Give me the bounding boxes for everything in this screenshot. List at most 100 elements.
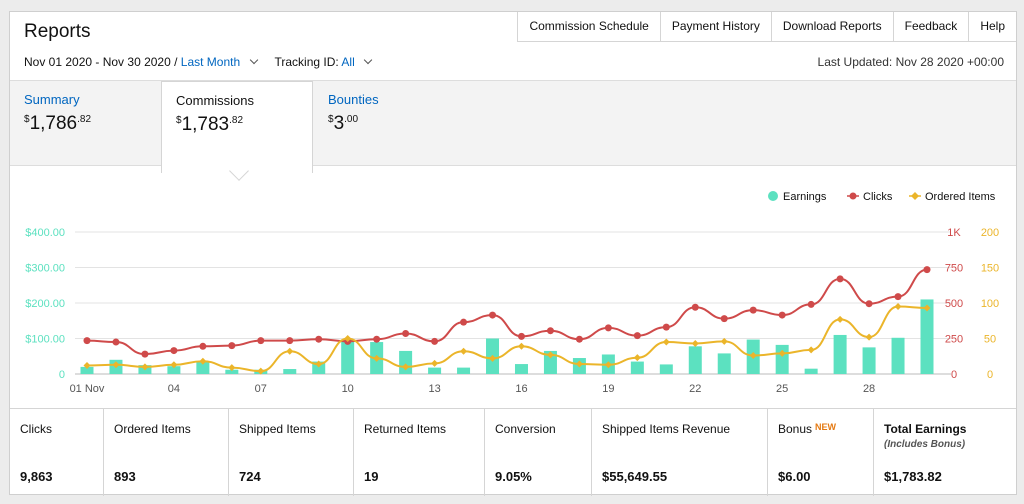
y-tick-earnings: $300.00 xyxy=(25,263,65,275)
clicks-point xyxy=(112,338,120,346)
earnings-bars xyxy=(80,299,934,374)
stat-shipped-revenue: Shipped Items Revenue $55,649.55 xyxy=(592,409,768,496)
tracking-id-selector[interactable]: Tracking ID: All xyxy=(275,55,373,69)
clicks-point xyxy=(286,337,294,345)
ordered-items-point xyxy=(836,315,844,323)
clicks-point xyxy=(228,342,236,350)
clicks-point xyxy=(865,300,873,308)
ordered-items-point xyxy=(517,342,525,350)
earnings-bar xyxy=(196,361,210,374)
clicks-point xyxy=(373,335,381,343)
clicks-point xyxy=(489,311,497,319)
clicks-point xyxy=(83,337,91,345)
y-tick-earnings: $100.00 xyxy=(25,334,65,346)
tab-summary[interactable]: Summary $1,786.82 xyxy=(10,81,162,167)
stat-value: 9.05% xyxy=(495,469,532,484)
stat-total-earnings: Total Earnings (Includes Bonus) $1,783.8… xyxy=(874,409,1016,496)
stat-value: 893 xyxy=(114,469,136,484)
legend-earnings: Earnings xyxy=(783,191,827,203)
ordered-items-point xyxy=(315,360,323,368)
clicks-point xyxy=(315,335,323,343)
download-reports-link[interactable]: Download Reports xyxy=(770,12,893,41)
y-tick-earnings: 0 xyxy=(59,369,65,381)
series-lines xyxy=(83,266,931,375)
clicks-point xyxy=(257,337,265,345)
chevron-down-icon xyxy=(363,55,373,65)
clicks-point xyxy=(604,324,612,332)
filter-bar: Nov 01 2020 - Nov 30 2020 / Last Month T… xyxy=(24,55,373,69)
help-link[interactable]: Help xyxy=(968,12,1016,41)
last-updated: Last Updated: Nov 28 2020 +00:00 xyxy=(817,55,1004,69)
ordered-items-point xyxy=(575,360,583,368)
ordered-items-point xyxy=(923,304,931,312)
stat-label: Shipped Items xyxy=(239,422,316,436)
clicks-point xyxy=(517,332,525,340)
tab-commissions[interactable]: Commissions $1,783.82 xyxy=(161,81,313,173)
clicks-point xyxy=(836,275,844,283)
ordered-items-point xyxy=(691,339,699,347)
stat-value: 19 xyxy=(364,469,379,484)
tab-summary-label: Summary xyxy=(24,92,80,107)
chart-legend[interactable]: Earnings Clicks Ordered Items xyxy=(768,191,996,203)
ordered-items-point xyxy=(894,303,902,311)
earnings-bar xyxy=(659,364,673,374)
earnings-bar xyxy=(428,367,442,374)
ordered-items-point xyxy=(807,346,815,354)
ordered-items-point xyxy=(720,337,728,345)
x-tick-label: 01 Nov xyxy=(70,383,105,395)
stat-value: $6.00 xyxy=(778,469,811,484)
clicks-point xyxy=(807,300,815,308)
earnings-bar xyxy=(891,337,905,374)
feedback-link[interactable]: Feedback xyxy=(892,12,969,41)
earnings-bar xyxy=(457,367,471,374)
earnings-bar xyxy=(167,366,181,374)
ordered-items-point xyxy=(170,361,178,369)
stat-value: 9,863 xyxy=(20,469,53,484)
x-tick-label: 04 xyxy=(168,383,180,395)
earnings-bar xyxy=(920,299,934,374)
earnings-chart: 0 0 0 $100.00 250 50 $200.00 500 100 $300.00 750 15… xyxy=(25,191,999,395)
x-tick-label: 10 xyxy=(342,383,354,395)
tab-bounties[interactable]: Bounties $3.00 xyxy=(314,81,466,167)
stats-row: Clicks 9,863 Ordered Items 893 Shipped I… xyxy=(10,408,1016,496)
earnings-bar xyxy=(225,369,239,374)
chevron-down-icon xyxy=(249,55,258,65)
ordered-items-point xyxy=(865,333,873,341)
y-tick-ordered: 200 xyxy=(981,227,999,239)
stat-label: Ordered Items xyxy=(114,422,191,436)
ordered-items-point xyxy=(778,349,786,357)
clicks-point xyxy=(749,306,757,314)
stat-returned-items: Returned Items 19 xyxy=(354,409,485,496)
reports-panel: Reports Commission Schedule Payment Hist… xyxy=(9,11,1017,496)
x-tick-label: 13 xyxy=(428,383,440,395)
stat-value: $55,649.55 xyxy=(602,469,668,484)
commission-schedule-link[interactable]: Commission Schedule xyxy=(517,12,659,41)
clicks-legend-swatch xyxy=(849,192,857,200)
earnings-bar xyxy=(630,361,644,374)
ordered-items-point xyxy=(402,363,410,371)
summary-tabs: Summary $1,786.82 Commissions $1,783.82 … xyxy=(10,80,1016,173)
date-range-selector[interactable]: Nov 01 2020 - Nov 30 2020 / Last Month xyxy=(24,55,258,69)
ordered-items-point xyxy=(228,364,236,372)
earnings-bar xyxy=(775,344,789,374)
earnings-bar xyxy=(399,350,413,374)
y-tick-ordered: 0 xyxy=(987,369,993,381)
clicks-point xyxy=(720,315,728,323)
stat-bonus: Bonus NEW $6.00 xyxy=(768,409,874,496)
earnings-bar xyxy=(717,353,731,374)
y-tick-clicks: 1K xyxy=(947,227,961,239)
chart-grid xyxy=(75,231,951,375)
y-tick-clicks: 750 xyxy=(945,263,963,275)
ordered-items-point xyxy=(257,367,265,375)
ordered-items-point xyxy=(83,361,91,369)
summary-amount: $1,786.82 xyxy=(24,113,92,134)
date-range-text: Nov 01 2020 - Nov 30 2020 / xyxy=(24,55,178,69)
clicks-point xyxy=(894,293,902,301)
clicks-point xyxy=(199,342,207,350)
ordered-items-point xyxy=(431,359,439,367)
period-value: Last Month xyxy=(180,55,241,69)
page-title: Reports xyxy=(24,21,91,42)
ordered-items-point xyxy=(460,347,468,355)
clicks-point xyxy=(633,332,641,340)
payment-history-link[interactable]: Payment History xyxy=(659,12,771,41)
